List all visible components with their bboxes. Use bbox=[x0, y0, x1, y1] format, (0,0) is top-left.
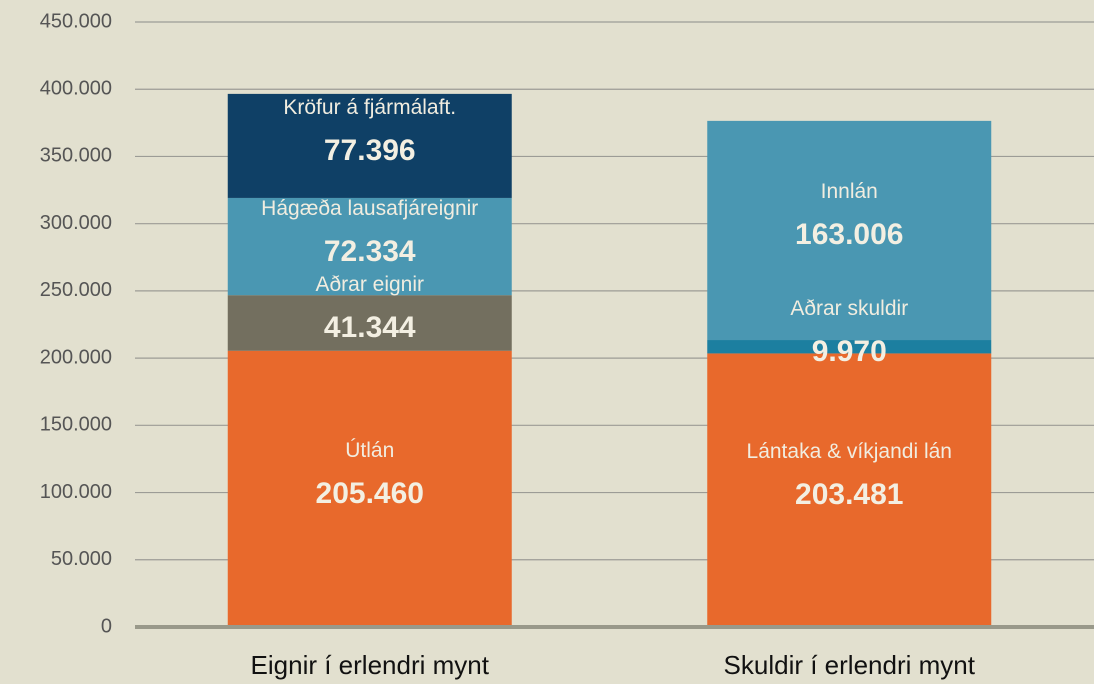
value-label: 9.970 bbox=[811, 334, 887, 368]
y-tick-label: 0 bbox=[101, 615, 112, 637]
value-label: 203.481 bbox=[795, 478, 904, 512]
x-tick-label: Skuldir í erlendri mynt bbox=[723, 650, 975, 680]
value-label: 41.344 bbox=[323, 310, 416, 344]
segment-label: Aðrar eignir bbox=[315, 272, 425, 296]
value-label: 72.334 bbox=[323, 234, 416, 268]
segment-label: Útlán bbox=[345, 438, 395, 462]
value-label: 163.006 bbox=[795, 218, 904, 252]
y-tick-label: 350.000 bbox=[40, 145, 112, 167]
value-label: 205.460 bbox=[315, 476, 424, 510]
segment-label: Aðrar skuldir bbox=[790, 296, 909, 320]
y-tick-label: 300.000 bbox=[40, 212, 112, 234]
bar-segment bbox=[707, 353, 992, 627]
bar-segment bbox=[227, 295, 512, 351]
bar-segment bbox=[227, 350, 512, 627]
y-tick-label: 200.000 bbox=[40, 346, 112, 368]
segment-label: Innlán bbox=[820, 180, 878, 204]
value-label: 77.396 bbox=[323, 133, 416, 167]
segment-label: Lántaka & víkjandi lán bbox=[746, 440, 952, 464]
segment-label: Kröfur á fjármálaft. bbox=[283, 95, 457, 119]
bar-segment bbox=[707, 340, 992, 354]
x-tick-label: Eignir í erlendri mynt bbox=[250, 650, 489, 680]
y-tick-label: 50.000 bbox=[51, 548, 112, 570]
y-tick-label: 100.000 bbox=[40, 481, 112, 503]
y-tick-label: 450.000 bbox=[40, 10, 112, 32]
bar-segment bbox=[227, 197, 512, 296]
y-tick-label: 250.000 bbox=[40, 279, 112, 301]
bar-segment bbox=[227, 93, 512, 198]
segment-label: Hágæða lausafjáreignir bbox=[261, 196, 479, 220]
y-tick-label: 400.000 bbox=[40, 78, 112, 100]
y-tick-label: 150.000 bbox=[40, 414, 112, 436]
bar-segment bbox=[707, 120, 992, 341]
